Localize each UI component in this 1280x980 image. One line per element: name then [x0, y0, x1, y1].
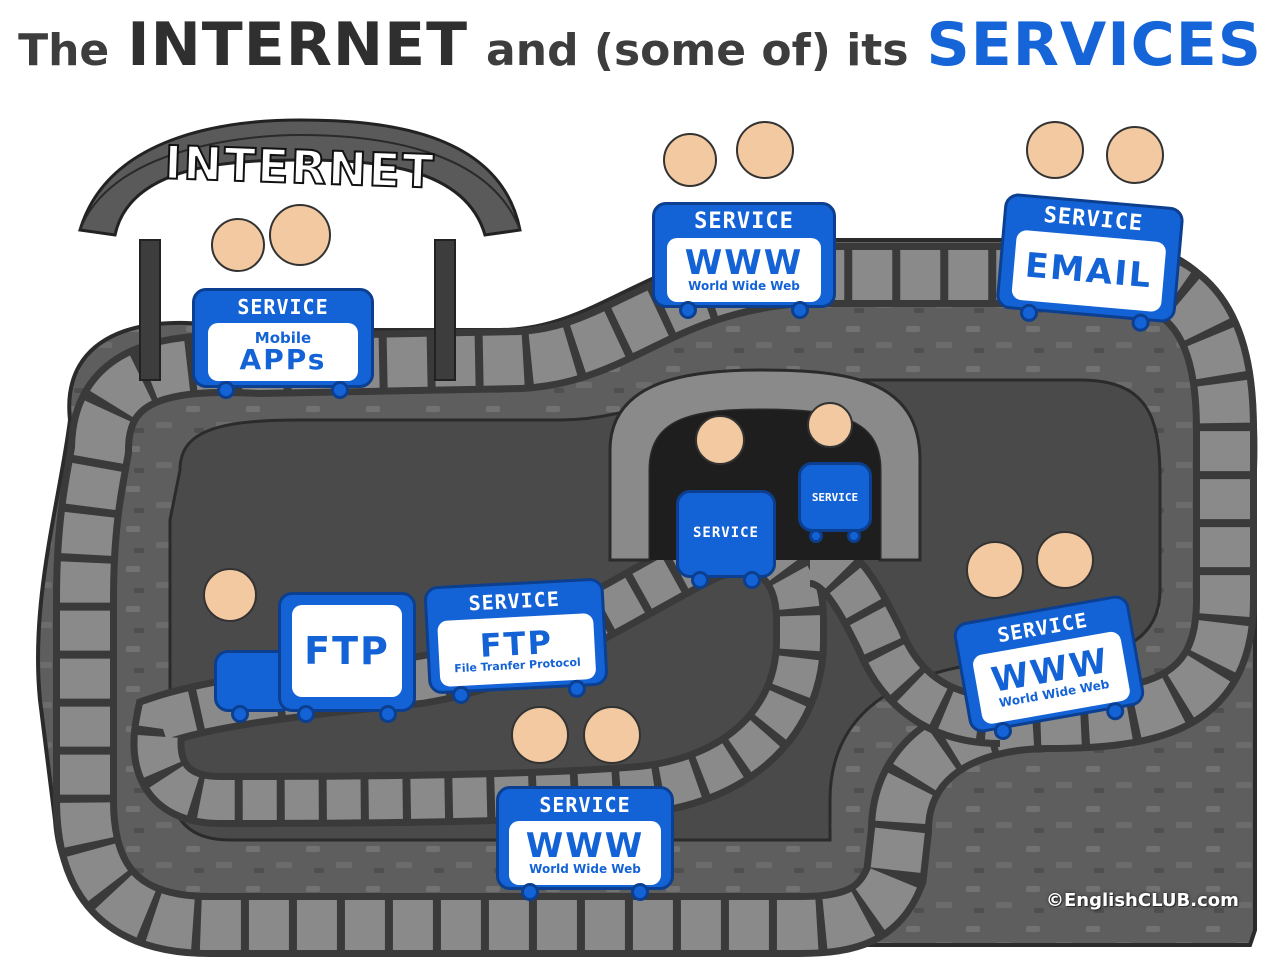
- copyright-text: ©EnglishCLUB.com: [1046, 890, 1239, 911]
- wheel: [679, 301, 697, 319]
- cart-service-label: SERVICE: [1042, 202, 1145, 237]
- cart-panel: EMAIL: [1011, 229, 1167, 313]
- wheel: [231, 705, 249, 723]
- cart-service-label: SERVICE: [694, 209, 794, 234]
- cart-service-label: SERVICE: [467, 586, 561, 616]
- cart-tunnel-2: SERVICE: [798, 462, 872, 543]
- cart-mobile-apps: SERVICE Mobile APPs: [192, 288, 374, 399]
- cart-main-www: WWW: [525, 826, 645, 867]
- internet-gate: [78, 118, 522, 381]
- cart-sub-file-transfer: File Tranfer Protocol: [454, 655, 582, 676]
- title-internet: INTERNET: [127, 10, 469, 80]
- cart-main-email: EMAIL: [1023, 245, 1155, 297]
- wheel: [521, 883, 539, 901]
- wheel: [217, 381, 235, 399]
- cart-line-apps: APPs: [239, 343, 327, 377]
- cart-line-mobile: Mobile: [254, 328, 312, 347]
- cart-www-bottom: SERVICE WWW World Wide Web: [496, 786, 674, 901]
- cart-service-label: SERVICE: [539, 793, 631, 817]
- wheel: [691, 571, 709, 589]
- cart-panel: WWW World Wide Web: [667, 238, 821, 302]
- wheel: [379, 705, 397, 723]
- cart-service-label: SERVICE: [811, 491, 859, 504]
- cart-tunnel-1: SERVICE: [676, 490, 776, 589]
- wheel: [847, 529, 861, 543]
- cart-main-ftp: FTP: [478, 623, 554, 665]
- wheel: [743, 571, 761, 589]
- cart-sub-wwweb: World Wide Web: [529, 862, 641, 877]
- cart-service-label: SERVICE: [692, 525, 759, 541]
- cart-ftp-engine: FTP: [278, 592, 416, 723]
- cart-main-ftp: FTP: [304, 629, 390, 673]
- riders: [203, 121, 1164, 764]
- cart-sub-wwweb: World Wide Web: [688, 279, 800, 294]
- page-title: The INTERNET and (some of) its SERVICES: [0, 10, 1280, 90]
- cart-service-label: SERVICE: [237, 295, 329, 319]
- wheel: [791, 301, 809, 319]
- cart-panel: Mobile APPs: [208, 323, 358, 381]
- wheel: [331, 381, 349, 399]
- title-services: SERVICES: [926, 10, 1262, 80]
- cart-main-www: WWW: [684, 243, 804, 284]
- cart-email: SERVICE EMAIL: [995, 192, 1185, 333]
- cart-panel: FTP: [292, 605, 402, 697]
- wheel: [631, 883, 649, 901]
- title-the: The: [18, 25, 110, 76]
- cart-panel: WWW World Wide Web: [509, 821, 661, 885]
- cart-panel: FTP File Tranfer Protocol: [437, 612, 597, 688]
- wheel: [297, 705, 315, 723]
- wheel: [809, 529, 823, 543]
- cart-www-top: SERVICE WWW World Wide Web: [652, 202, 836, 319]
- cart-ftp: SERVICE FTP File Tranfer Protocol: [423, 577, 609, 705]
- title-and-some-of-its: and (some of) its: [486, 25, 909, 76]
